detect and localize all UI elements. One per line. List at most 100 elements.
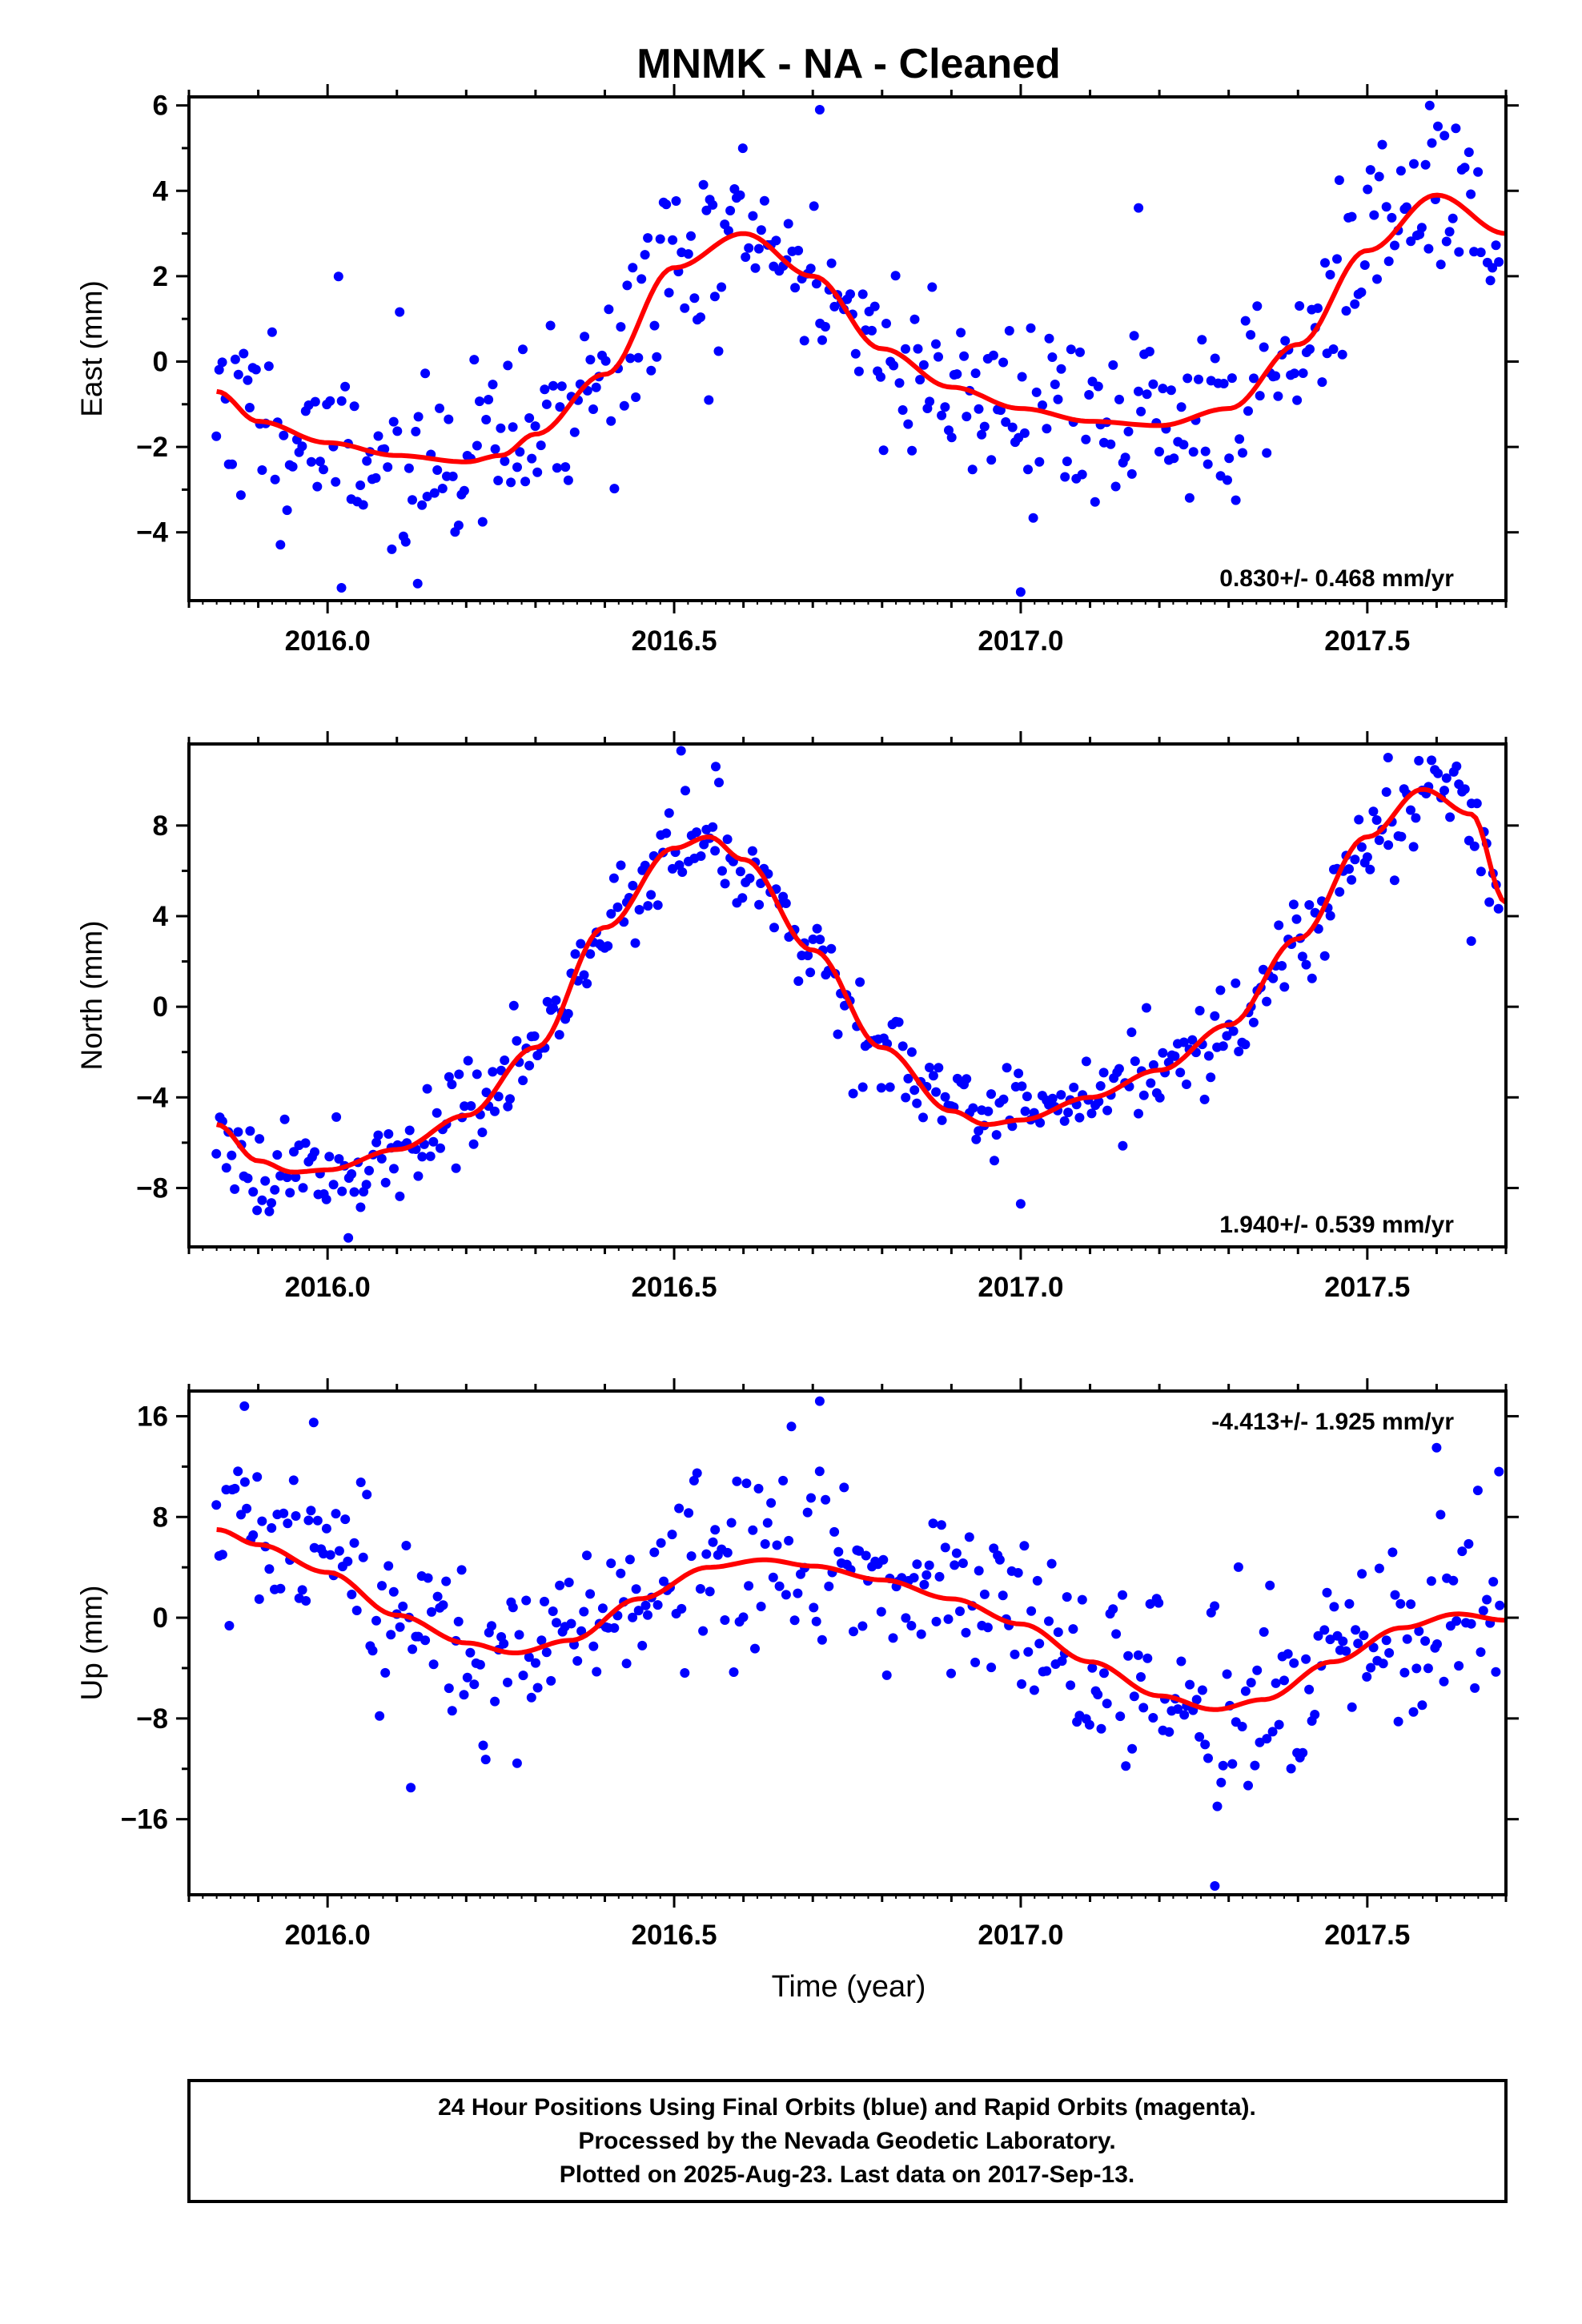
data-point: [411, 426, 421, 436]
data-point: [260, 1176, 271, 1186]
data-point: [1433, 121, 1443, 131]
data-point: [521, 1595, 532, 1606]
data-point: [1357, 1569, 1367, 1579]
data-point: [1019, 428, 1030, 438]
data-point: [351, 1606, 362, 1615]
data-point: [413, 412, 424, 422]
data-point: [897, 1041, 908, 1051]
data-point: [548, 380, 558, 391]
data-point: [1469, 841, 1480, 851]
data-point: [1328, 344, 1339, 354]
data-point: [1176, 1656, 1186, 1667]
data-point: [695, 1584, 705, 1594]
data-point: [646, 365, 656, 376]
data-points: [211, 1396, 1505, 1891]
data-point: [1044, 333, 1054, 344]
data-point: [1259, 342, 1269, 352]
data-point: [1395, 1598, 1406, 1609]
data-point: [334, 1154, 344, 1164]
data-point: [499, 1638, 509, 1649]
data-point: [781, 1590, 791, 1600]
data-point: [1184, 493, 1195, 503]
data-point: [541, 399, 552, 409]
data-point: [732, 1476, 742, 1486]
data-point: [906, 1621, 917, 1630]
data-point: [708, 1537, 718, 1547]
data-point: [940, 1092, 950, 1102]
data-point: [912, 1098, 922, 1108]
data-point: [1154, 447, 1164, 456]
data-point: [1371, 815, 1382, 825]
data-point-outlier: [308, 1417, 319, 1428]
data-point: [781, 899, 791, 908]
data-point: [713, 346, 724, 356]
data-point: [664, 287, 674, 298]
data-point: [1297, 951, 1307, 962]
data-point: [710, 1525, 721, 1535]
data-point: [239, 348, 249, 359]
data-point: [909, 1085, 920, 1096]
data-point: [444, 1072, 454, 1082]
data-point: [227, 1150, 237, 1160]
data-point: [1118, 1590, 1127, 1600]
data-point: [753, 243, 764, 254]
data-point: [722, 834, 733, 844]
data-point: [1053, 1627, 1063, 1638]
data-point: [1173, 1704, 1183, 1715]
data-point: [1148, 1713, 1158, 1723]
data-point: [1115, 1711, 1126, 1722]
data-point: [1288, 899, 1299, 910]
data-point: [432, 1591, 443, 1602]
data-point: [1439, 131, 1450, 141]
data-point: [951, 1548, 962, 1558]
data-point: [925, 1063, 934, 1072]
data-point: [1334, 175, 1344, 185]
data-point: [744, 243, 754, 253]
data-point: [793, 976, 804, 987]
data-point: [955, 1606, 965, 1616]
data-point: [371, 472, 381, 483]
data-point: [1252, 301, 1263, 312]
x-tick-label: 2016.5: [632, 1920, 717, 1951]
data-point-outlier: [1431, 1442, 1442, 1453]
y-tick-label: 8: [153, 810, 168, 842]
data-point: [606, 909, 616, 919]
data-point: [1066, 344, 1076, 355]
data-point: [582, 1550, 592, 1561]
data-point: [1387, 1547, 1398, 1558]
data-point: [1121, 1761, 1131, 1771]
data-point: [1279, 1675, 1289, 1686]
data-point: [640, 860, 650, 870]
data-point: [1130, 1056, 1140, 1067]
data-point: [1350, 299, 1360, 309]
data-point: [1240, 1686, 1251, 1696]
data-point: [1454, 1661, 1464, 1671]
data-point: [857, 289, 868, 300]
data-point: [677, 867, 688, 877]
data-point: [1322, 1587, 1332, 1598]
data-point: [251, 364, 261, 375]
data-point: [1111, 1629, 1122, 1639]
y-ticks: 6 4 2 0 −2 −4: [136, 90, 1519, 549]
data-point: [488, 380, 498, 390]
data-point: [786, 1421, 797, 1432]
data-point: [477, 517, 488, 527]
data-point: [432, 1108, 442, 1118]
data-point: [606, 416, 616, 426]
data-point: [1223, 475, 1232, 485]
data-point: [1387, 212, 1397, 223]
footer-frame: [187, 2079, 1508, 2203]
x-tick-label: 2017.5: [1324, 625, 1410, 657]
data-point: [1310, 1710, 1320, 1719]
data-point: [1227, 1759, 1238, 1769]
data-point: [649, 320, 660, 331]
data-point: [1460, 784, 1470, 794]
data-point: [428, 1136, 439, 1147]
data-point: [885, 1082, 895, 1092]
data-point: [1319, 951, 1330, 961]
data-point: [257, 1195, 267, 1205]
x-tick-label: 2017.0: [978, 1272, 1063, 1303]
data-point: [854, 1546, 865, 1556]
data-point: [1210, 1011, 1220, 1021]
data-point: [824, 1581, 834, 1591]
